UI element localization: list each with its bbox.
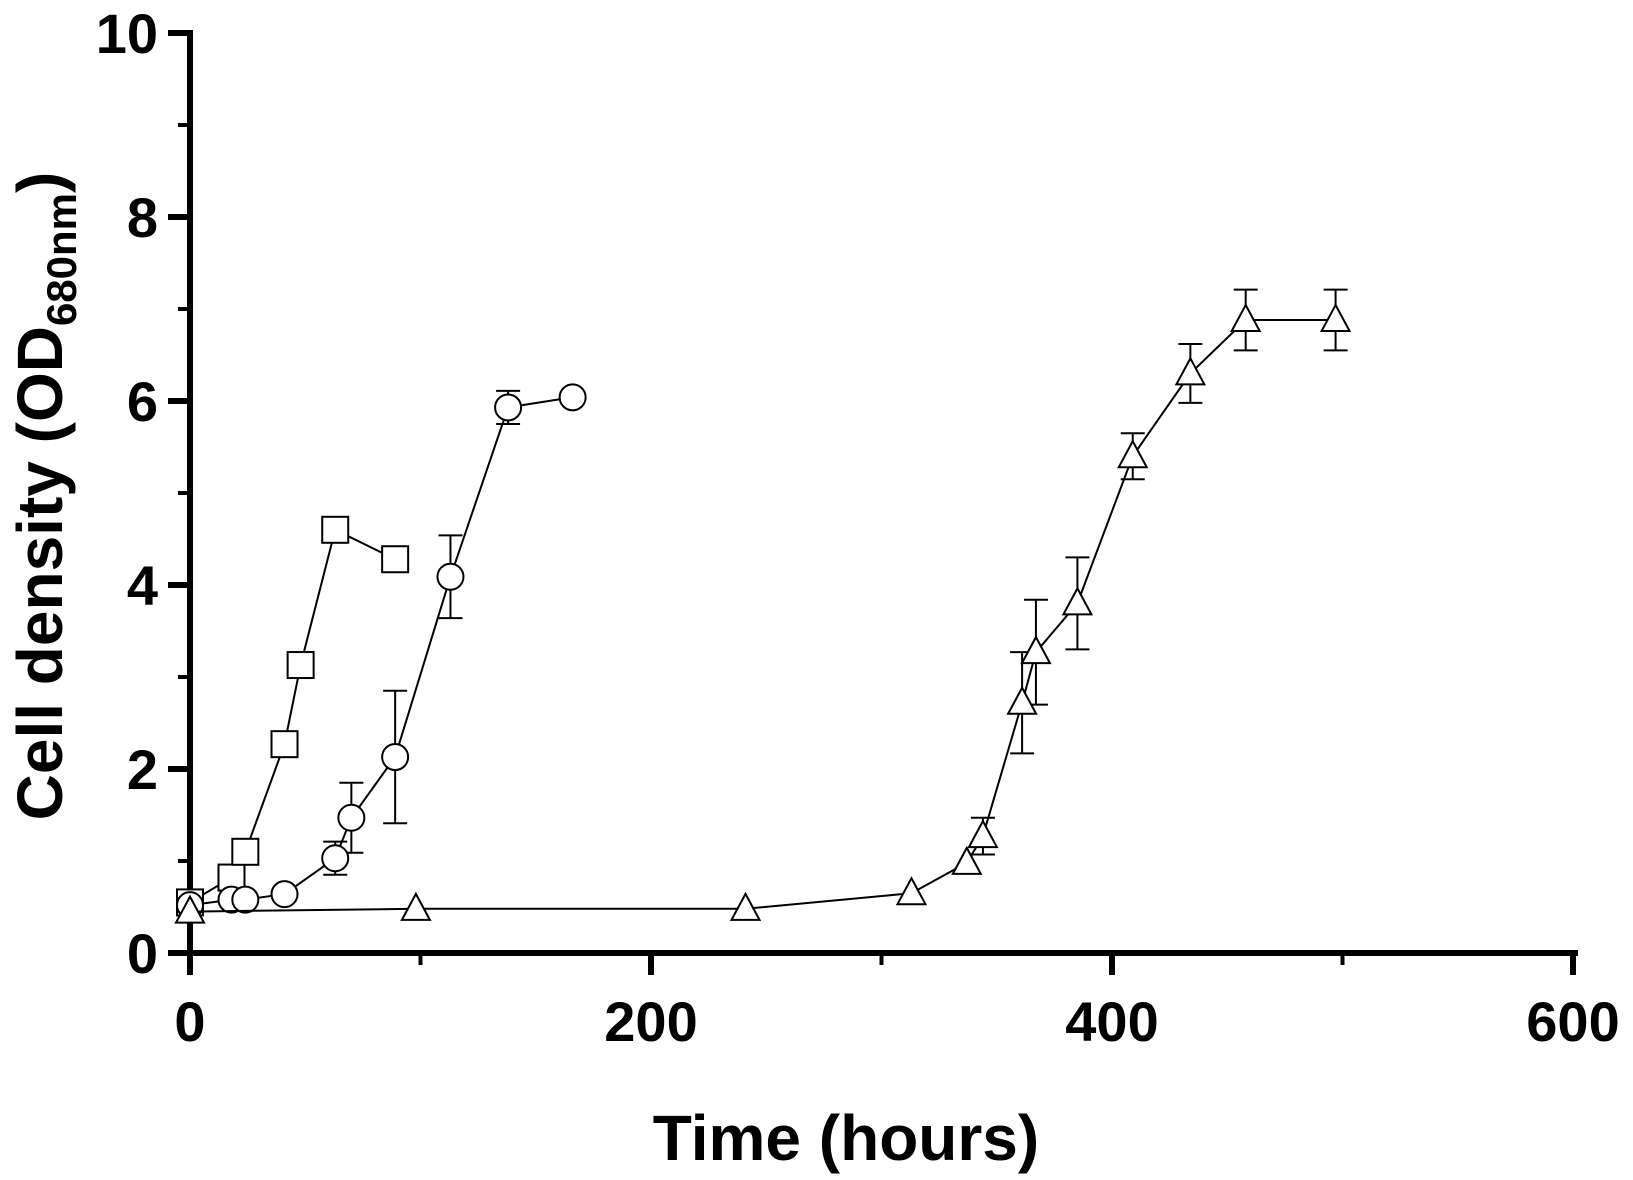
data-point <box>174 894 206 924</box>
data-point <box>270 880 299 909</box>
y-tick-label: 6 <box>127 370 158 433</box>
data-point <box>951 845 983 875</box>
series-square <box>176 515 410 917</box>
axes: 0 2 4 6 8 10 0 200 400 600 <box>96 2 1620 1053</box>
data-point <box>1061 586 1094 616</box>
x-tick-label: 0 <box>174 990 205 1053</box>
data-point <box>494 393 523 422</box>
data-point <box>400 891 432 921</box>
y-axis-title: Cell density (OD680nm) <box>4 172 85 821</box>
data-point <box>231 885 260 914</box>
data-point <box>729 891 762 921</box>
data-point <box>231 837 260 866</box>
series-circle <box>176 383 587 920</box>
y-tick-label: 0 <box>127 922 158 985</box>
data-point <box>286 651 315 680</box>
x-axis-title: Time (hours) <box>653 1102 1039 1174</box>
data-point <box>1230 302 1262 333</box>
data-point <box>1020 635 1052 665</box>
data-point <box>558 383 587 412</box>
data-point <box>1117 439 1149 469</box>
data-point <box>270 730 299 759</box>
data-point <box>436 562 465 591</box>
data-point <box>1006 685 1038 715</box>
data-point <box>321 515 350 544</box>
y-tick-label: 2 <box>127 738 158 801</box>
y-axis-title-close: ) <box>4 172 76 193</box>
x-tick-label: 400 <box>1065 990 1158 1053</box>
data-point <box>967 819 999 849</box>
series-line <box>189 396 573 907</box>
series-line <box>189 528 396 904</box>
y-axis-title-subscript: 680nm <box>38 193 85 326</box>
data-point <box>321 844 350 873</box>
data-point <box>337 803 366 832</box>
y-axis-title-main: Cell density (OD <box>4 326 76 820</box>
data-point <box>381 743 410 772</box>
data-point <box>1319 302 1352 333</box>
series-triangle <box>174 288 1352 924</box>
y-tick-label: 10 <box>96 2 158 65</box>
data-point <box>381 545 410 574</box>
data-point <box>895 876 928 906</box>
x-tick-label: 600 <box>1526 990 1619 1053</box>
data-point <box>1174 356 1207 386</box>
y-tick-label: 8 <box>127 186 158 249</box>
y-tick-label: 4 <box>127 554 158 617</box>
series-layer <box>174 288 1352 924</box>
x-tick-label: 200 <box>604 990 697 1053</box>
